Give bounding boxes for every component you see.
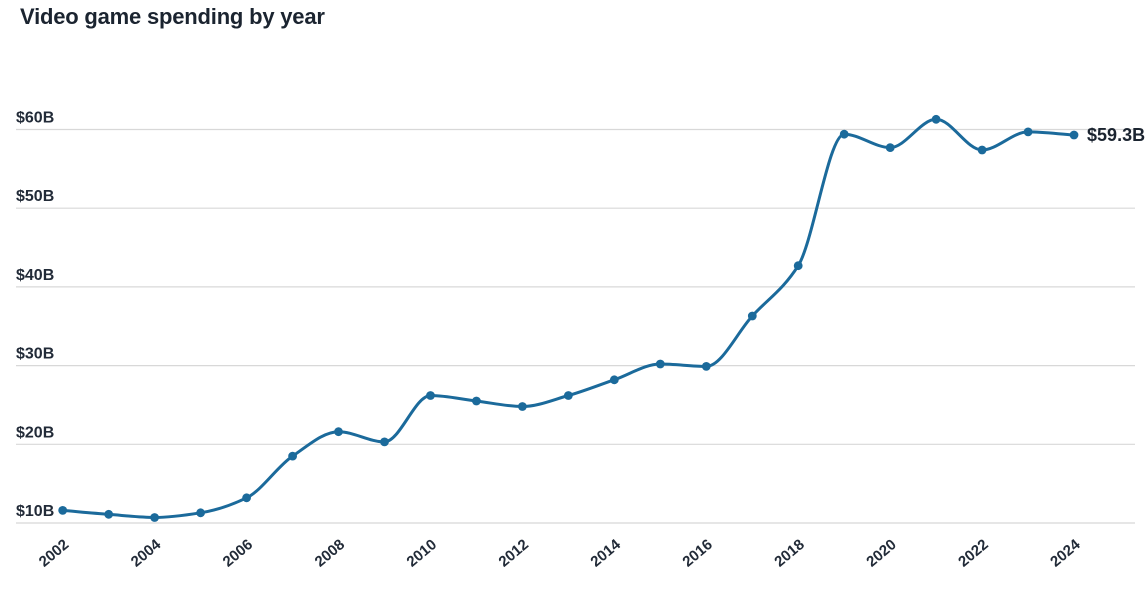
data-point-marker <box>426 391 435 400</box>
y-tick-label: $30B <box>16 346 54 363</box>
data-point-marker <box>58 506 68 515</box>
data-point-marker <box>196 508 206 518</box>
data-point-marker <box>977 145 987 155</box>
end-value-label: $59.3B <box>1087 125 1145 145</box>
data-point-marker <box>609 375 619 385</box>
y-tick-label: $60B <box>16 110 54 127</box>
x-tick-label: 2006 <box>220 536 256 570</box>
data-point-marker <box>701 362 711 371</box>
x-tick-label: 2012 <box>495 536 531 570</box>
y-tick-label: $50B <box>16 188 54 205</box>
x-tick-label: 2020 <box>863 536 899 570</box>
data-point-marker <box>931 114 941 124</box>
data-point-marker <box>288 451 297 461</box>
data-point-marker <box>1023 127 1033 137</box>
x-tick-label: 2008 <box>312 536 348 570</box>
spending-line <box>61 117 1076 519</box>
x-tick-label: 2016 <box>679 536 715 570</box>
data-point-marker <box>839 129 849 139</box>
data-point-marker <box>380 437 389 447</box>
data-point-marker <box>150 513 160 522</box>
data-point-marker <box>564 391 573 400</box>
data-point-marker <box>104 509 114 519</box>
data-point-marker <box>1069 130 1079 140</box>
x-tick-label: 2002 <box>36 536 72 570</box>
data-point-marker <box>885 143 895 153</box>
data-point-marker <box>472 396 481 406</box>
x-tick-label: 2010 <box>404 536 440 570</box>
y-tick-label: $40B <box>16 267 54 284</box>
data-point-marker <box>747 311 757 321</box>
x-tick-label: 2004 <box>128 536 165 571</box>
x-tick-label: 2014 <box>587 536 624 571</box>
y-tick-label: $10B <box>16 503 54 520</box>
data-point-marker <box>334 427 343 437</box>
x-tick-label: 2022 <box>955 536 991 570</box>
y-tick-label: $20B <box>16 424 54 441</box>
x-tick-label: 2024 <box>1047 536 1084 571</box>
data-point-marker <box>242 493 252 503</box>
chart-title: Video game spending by year <box>20 4 325 29</box>
data-point-marker <box>655 359 665 369</box>
data-point-marker <box>793 261 803 271</box>
data-point-marker <box>518 402 527 411</box>
x-tick-label: 2018 <box>771 536 807 570</box>
